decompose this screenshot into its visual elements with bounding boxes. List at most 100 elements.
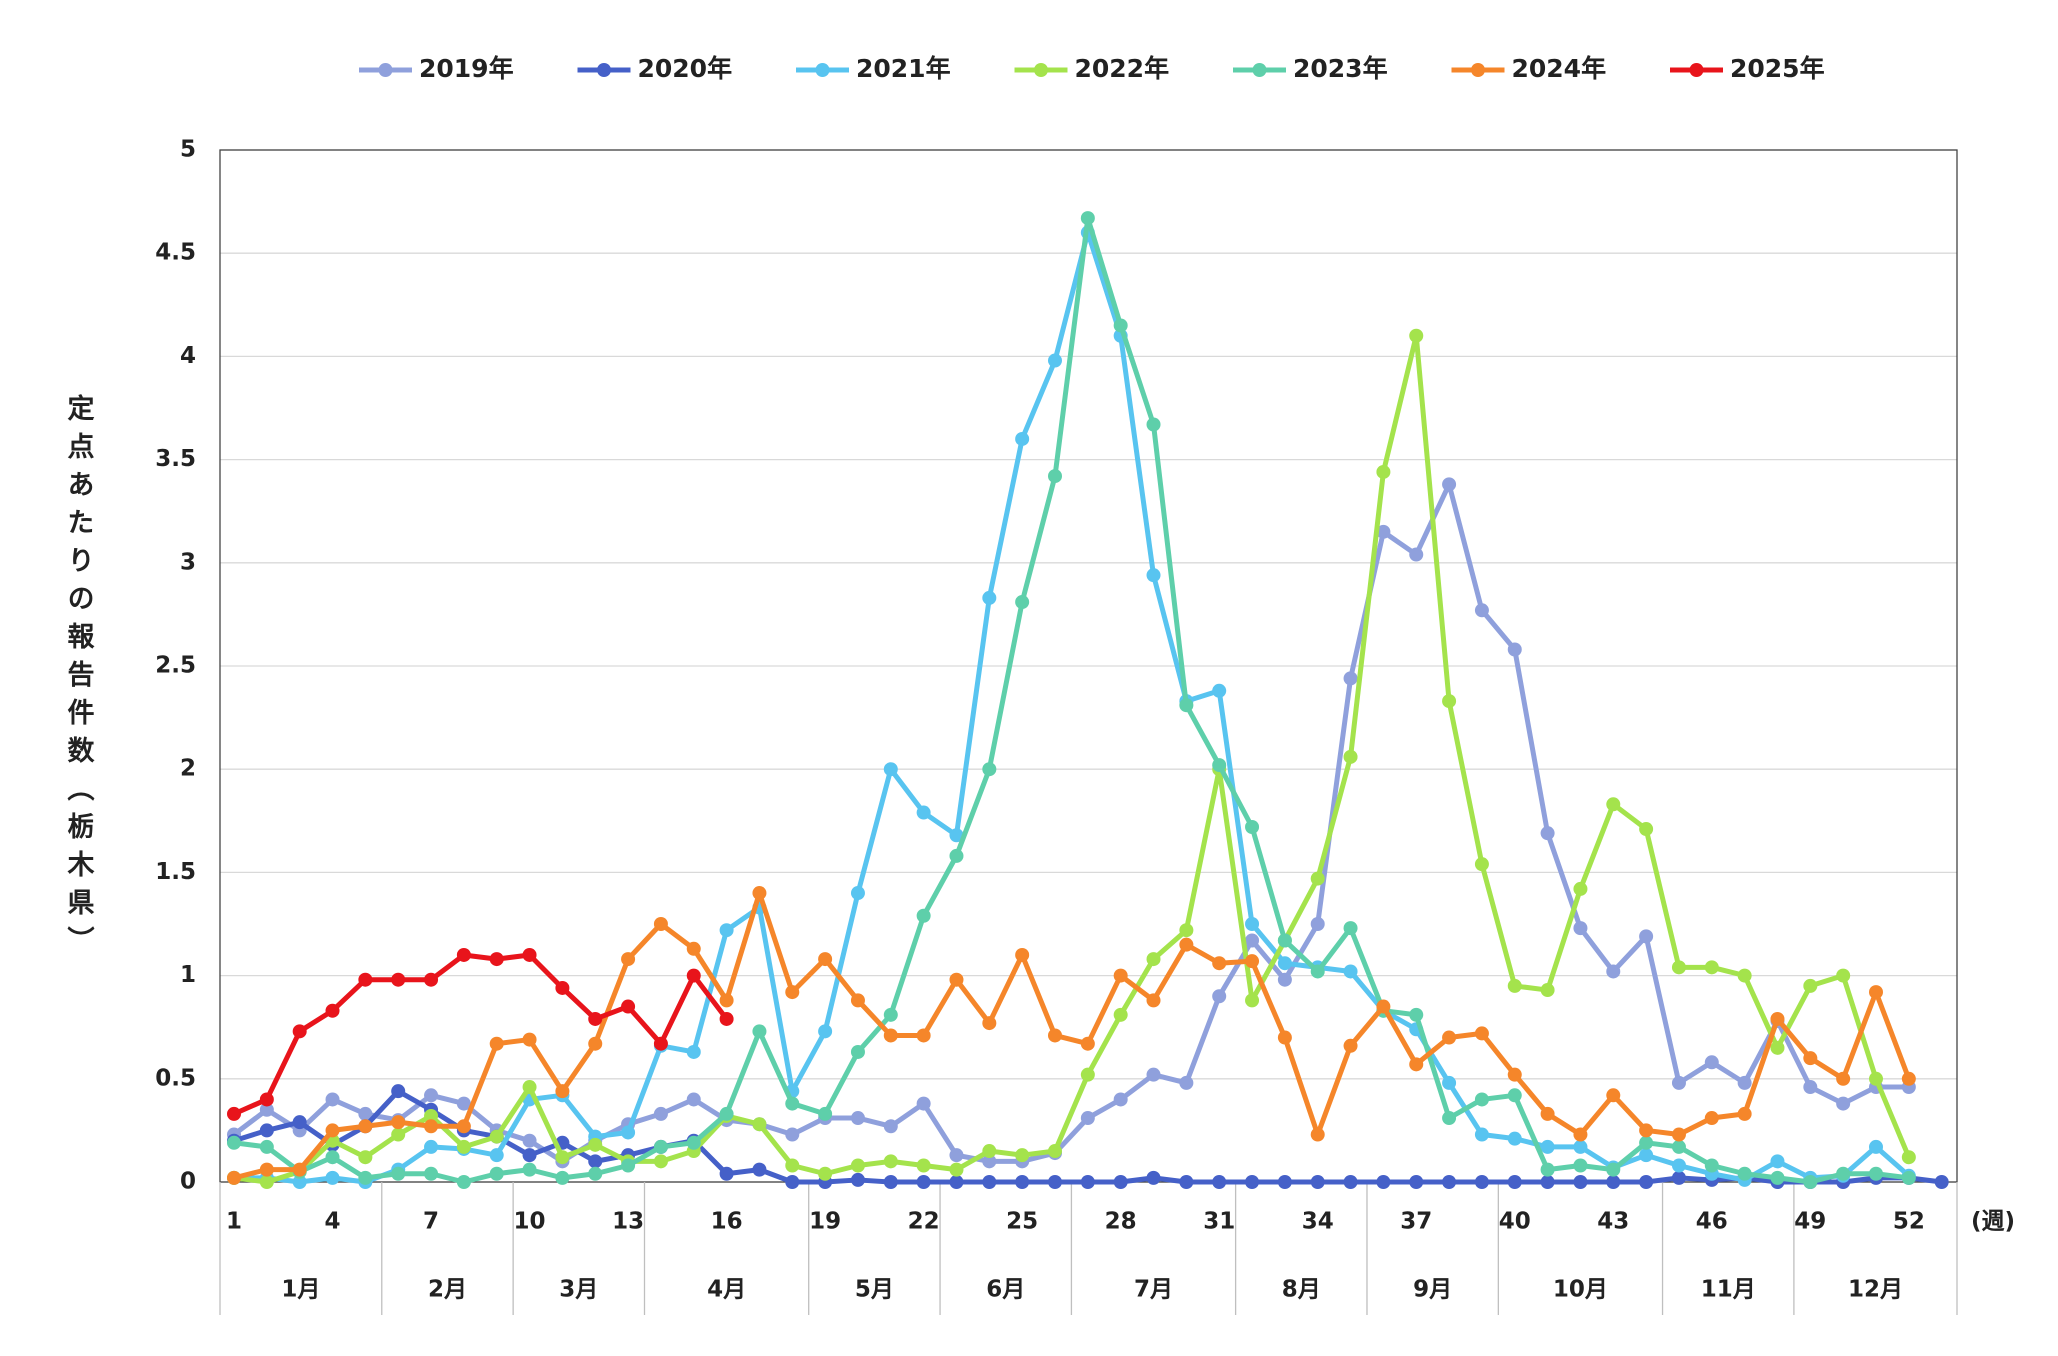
month-label: 9月 bbox=[1413, 1277, 1452, 1303]
data-point bbox=[1442, 1111, 1457, 1126]
data-point bbox=[1836, 1096, 1851, 1111]
x-tick-label: 34 bbox=[1302, 1209, 1334, 1235]
legend-label: 2025年 bbox=[1730, 54, 1825, 83]
data-point bbox=[1671, 1158, 1686, 1173]
data-point bbox=[1146, 1067, 1161, 1082]
data-point bbox=[1606, 1162, 1621, 1177]
data-point bbox=[686, 968, 701, 983]
data-point bbox=[653, 1139, 668, 1154]
data-point bbox=[1146, 952, 1161, 967]
y-tick-label: 2 bbox=[180, 756, 196, 782]
data-point bbox=[1015, 431, 1030, 446]
legend-label: 2022年 bbox=[1075, 54, 1170, 83]
data-point bbox=[883, 1028, 898, 1043]
y-tick-label: 2.5 bbox=[155, 653, 196, 679]
data-point bbox=[391, 1127, 406, 1142]
series-line bbox=[233, 333, 1912, 1185]
data-point bbox=[456, 1119, 471, 1134]
data-point bbox=[1671, 1170, 1686, 1185]
data-point bbox=[1113, 1175, 1128, 1189]
y-axis-title: 定点あたりの報告件数（栃木県） bbox=[63, 393, 96, 964]
data-point bbox=[259, 1162, 274, 1177]
data-point bbox=[883, 762, 898, 777]
month-label: 10月 bbox=[1553, 1277, 1608, 1303]
data-point bbox=[621, 1125, 636, 1140]
data-point bbox=[1704, 1158, 1719, 1173]
data-point bbox=[1639, 822, 1654, 837]
data-point bbox=[1639, 1175, 1654, 1189]
data-point bbox=[1212, 758, 1227, 773]
data-point bbox=[1869, 985, 1883, 1000]
data-point bbox=[1540, 1162, 1555, 1177]
data-point bbox=[1606, 797, 1621, 812]
y-tick-label: 1 bbox=[180, 962, 196, 988]
legend-label: 2021年 bbox=[856, 54, 951, 83]
x-tick-label: 37 bbox=[1400, 1209, 1432, 1235]
data-point bbox=[424, 1119, 439, 1134]
data-point bbox=[588, 1011, 603, 1026]
data-point bbox=[653, 917, 668, 931]
data-point bbox=[949, 1162, 964, 1177]
data-point bbox=[1507, 1088, 1522, 1103]
data-point bbox=[588, 1154, 603, 1169]
x-axis-unit: (週) bbox=[1971, 1209, 2015, 1235]
data-point bbox=[1540, 826, 1555, 841]
data-point bbox=[1277, 1175, 1292, 1189]
data-point bbox=[1376, 999, 1391, 1014]
month-label: 2月 bbox=[428, 1277, 467, 1303]
data-point bbox=[1803, 1175, 1818, 1189]
data-point bbox=[1146, 417, 1161, 432]
data-point bbox=[818, 1106, 833, 1121]
data-point bbox=[818, 1024, 833, 1039]
data-point bbox=[456, 1175, 471, 1189]
data-point bbox=[1212, 956, 1227, 971]
data-point bbox=[555, 980, 570, 995]
data-point bbox=[719, 923, 734, 938]
data-point bbox=[1474, 857, 1489, 872]
data-point bbox=[1737, 968, 1752, 983]
data-point bbox=[522, 1133, 537, 1148]
data-point bbox=[1540, 1139, 1555, 1154]
legend-label: 2019年 bbox=[419, 54, 514, 83]
data-point bbox=[1343, 671, 1358, 686]
data-point bbox=[1409, 1057, 1424, 1072]
data-point bbox=[1245, 1175, 1260, 1189]
data-point bbox=[1212, 989, 1227, 1004]
data-point bbox=[522, 1080, 537, 1095]
legend-marker bbox=[815, 63, 830, 77]
data-point bbox=[424, 1139, 439, 1154]
data-point bbox=[916, 908, 931, 923]
data-point bbox=[785, 1175, 800, 1189]
y-tick-label: 4.5 bbox=[155, 240, 196, 266]
data-point bbox=[949, 848, 964, 863]
data-point bbox=[489, 1129, 504, 1144]
data-point bbox=[1474, 1092, 1489, 1107]
legend-marker bbox=[1471, 63, 1485, 77]
data-point bbox=[1113, 318, 1128, 333]
data-point bbox=[1343, 1038, 1358, 1053]
data-point bbox=[555, 1150, 570, 1165]
data-point bbox=[653, 1036, 668, 1051]
data-point bbox=[227, 1135, 241, 1150]
data-point bbox=[1639, 1123, 1654, 1138]
month-label: 3月 bbox=[559, 1277, 598, 1303]
legend-label: 2024年 bbox=[1512, 54, 1607, 83]
data-point bbox=[785, 1127, 800, 1142]
data-point bbox=[1048, 353, 1062, 368]
data-point bbox=[325, 1170, 340, 1185]
data-point bbox=[1836, 968, 1851, 983]
data-point bbox=[1015, 1175, 1030, 1189]
y-tick-label: 0 bbox=[180, 1169, 196, 1195]
data-point bbox=[522, 947, 537, 962]
data-point bbox=[358, 1150, 373, 1165]
data-point bbox=[1442, 1075, 1457, 1090]
data-point bbox=[1080, 1036, 1095, 1051]
data-point bbox=[883, 1175, 898, 1189]
x-tick-label: 19 bbox=[809, 1209, 841, 1235]
legend-marker bbox=[1034, 63, 1048, 77]
series-line bbox=[234, 230, 1911, 1185]
x-tick-label: 10 bbox=[514, 1209, 546, 1235]
data-point bbox=[1146, 993, 1161, 1008]
data-point bbox=[850, 1172, 865, 1187]
data-point bbox=[588, 1166, 603, 1181]
